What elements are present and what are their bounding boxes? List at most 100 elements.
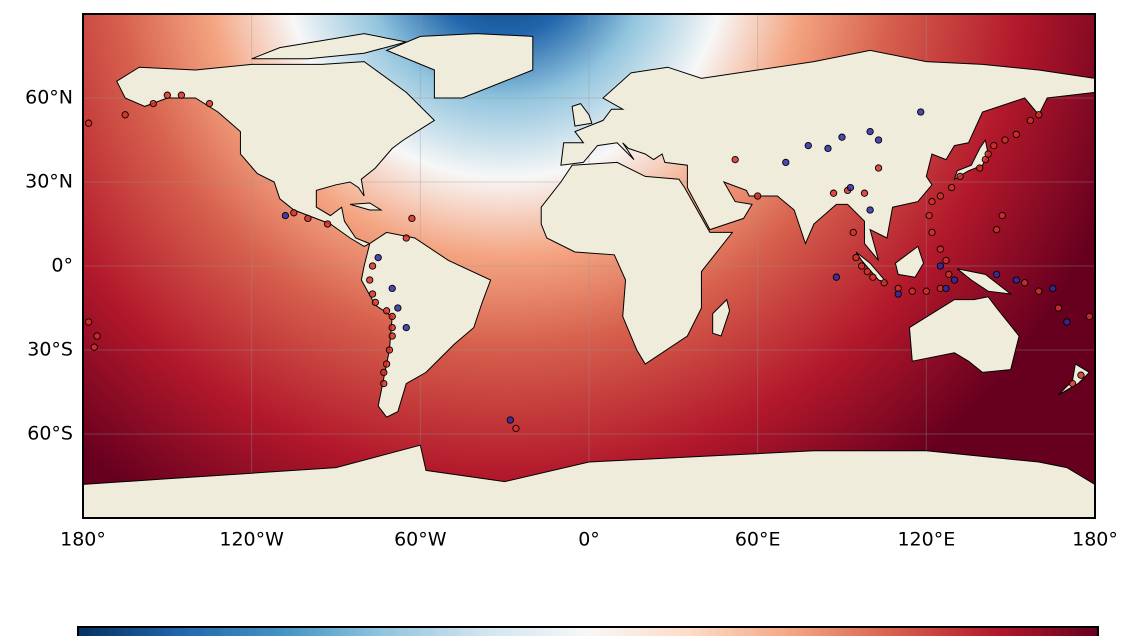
event-point <box>84 119 93 127</box>
event-point <box>866 206 874 214</box>
event-point <box>163 91 171 99</box>
event-point <box>754 192 762 200</box>
event-point <box>408 214 416 223</box>
event-point <box>874 136 883 144</box>
event-point <box>1049 284 1057 293</box>
event-point <box>869 273 877 281</box>
event-point <box>1001 136 1009 144</box>
event-point <box>205 99 214 108</box>
event-point <box>388 332 396 340</box>
event-point <box>981 155 990 164</box>
event-point <box>863 267 871 276</box>
event-point <box>1068 379 1077 388</box>
event-point <box>925 211 933 220</box>
event-point <box>368 290 377 298</box>
event-point <box>894 290 902 298</box>
event-point <box>374 253 382 262</box>
event-point <box>380 379 388 388</box>
event-point <box>947 183 956 192</box>
event-point <box>992 270 1001 279</box>
event-point <box>858 262 866 270</box>
event-point <box>928 197 936 206</box>
event-point <box>908 287 916 295</box>
y-tick-label: 60°S <box>27 423 73 445</box>
event-point <box>84 318 93 326</box>
event-point <box>304 214 312 223</box>
event-point <box>512 424 520 433</box>
event-point <box>177 91 186 99</box>
event-point <box>371 298 380 307</box>
madagascar <box>713 300 730 336</box>
event-point <box>852 253 860 262</box>
event-point <box>849 228 857 237</box>
cuba <box>350 203 381 210</box>
event-point <box>1035 111 1043 119</box>
event-point <box>402 234 410 242</box>
x-tick-label: 60°W <box>394 529 447 551</box>
event-point <box>1054 304 1063 312</box>
africa <box>541 162 732 364</box>
event-point <box>804 141 812 150</box>
greenland <box>387 34 533 98</box>
event-point <box>90 343 98 351</box>
event-point <box>382 307 391 315</box>
event-point <box>866 127 874 136</box>
y-tick-label: 0° <box>51 255 73 277</box>
event-point <box>1085 312 1094 321</box>
event-point <box>950 276 959 284</box>
event-point <box>1012 276 1020 284</box>
event-point <box>506 416 514 424</box>
event-point <box>874 164 883 172</box>
y-tick-label: 30°N <box>25 171 73 193</box>
points <box>84 91 1094 433</box>
event-point <box>290 209 298 217</box>
south-america <box>361 232 490 417</box>
x-tick-label: 0° <box>578 529 600 551</box>
event-point <box>1077 371 1085 379</box>
colorbar <box>77 626 1099 640</box>
north-america <box>117 62 435 247</box>
event-point <box>922 287 930 295</box>
event-point <box>976 164 984 172</box>
event-point <box>829 189 838 197</box>
event-point <box>782 158 790 167</box>
y-tick-label: 60°N <box>25 87 73 109</box>
event-point <box>917 108 925 116</box>
event-point <box>936 245 945 253</box>
event-point <box>394 304 402 312</box>
x-tick-label: 60°E <box>735 529 781 551</box>
event-point <box>731 155 739 164</box>
event-point <box>382 360 391 368</box>
event-point <box>388 284 396 293</box>
event-point <box>1035 287 1043 295</box>
x-tick-label: 180° <box>60 529 106 551</box>
event-point <box>402 323 410 332</box>
event-point <box>984 150 992 158</box>
event-point <box>366 276 374 284</box>
japan <box>954 140 988 179</box>
event-point <box>936 262 945 270</box>
y-tick-label: 30°S <box>27 339 73 361</box>
britain <box>572 104 592 126</box>
event-point <box>838 133 846 141</box>
event-point <box>942 284 950 293</box>
land <box>83 34 1095 518</box>
x-tick-label: 120°W <box>219 529 284 551</box>
antarctica <box>83 445 1095 518</box>
australia <box>909 297 1019 373</box>
event-point <box>1063 318 1071 326</box>
x-tick-label: 120°E <box>897 529 955 551</box>
event-point <box>936 192 945 200</box>
event-point <box>956 172 964 181</box>
event-point <box>998 211 1006 220</box>
event-point <box>149 99 157 108</box>
event-point <box>992 225 1001 234</box>
borneo <box>895 246 923 277</box>
event-point <box>323 220 332 228</box>
eurasia <box>561 50 1095 260</box>
event-point <box>380 368 388 377</box>
map-frame <box>82 13 1096 519</box>
event-point <box>1012 130 1020 139</box>
event-point <box>368 262 377 270</box>
